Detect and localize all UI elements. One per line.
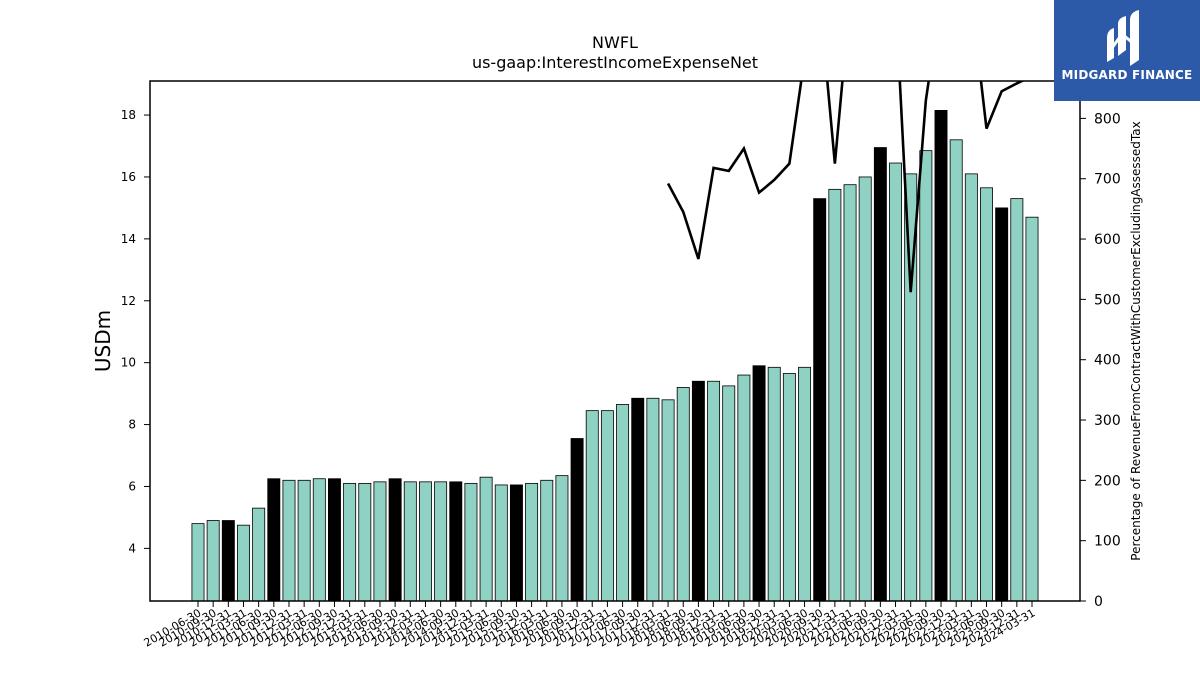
bar xyxy=(434,481,448,602)
bar xyxy=(418,481,432,602)
y2-tick-label: 300 xyxy=(1094,413,1121,429)
bar xyxy=(919,150,933,602)
y-tick-label: 10 xyxy=(121,356,136,370)
y-tick-label: 6 xyxy=(128,479,136,493)
bar xyxy=(206,520,220,602)
bar xyxy=(646,397,660,602)
bar xyxy=(964,173,978,602)
chart-title: NWFL xyxy=(592,33,638,52)
plot-frame xyxy=(149,80,1081,602)
bar xyxy=(600,410,614,602)
bar xyxy=(221,520,235,602)
bar xyxy=(494,484,508,602)
bar xyxy=(661,399,675,602)
bar xyxy=(934,110,948,602)
bar xyxy=(980,187,993,602)
bar xyxy=(843,184,857,602)
y2-tick-label: 400 xyxy=(1094,353,1121,369)
bar xyxy=(312,478,326,602)
line-path xyxy=(666,81,1025,293)
bar xyxy=(267,478,281,602)
bar xyxy=(540,479,554,602)
bar xyxy=(828,188,842,602)
bar xyxy=(570,438,584,602)
bar xyxy=(631,397,645,602)
bar-series xyxy=(191,110,1039,602)
bar xyxy=(676,387,690,602)
bar xyxy=(297,479,311,602)
y-axis-left: 4 6 8 10 12 14 16 18 xyxy=(121,108,150,555)
bar xyxy=(813,198,827,602)
y-tick-label: 8 xyxy=(128,418,136,432)
bar xyxy=(1010,198,1024,602)
bar xyxy=(616,404,630,602)
y-tick-label: 18 xyxy=(121,108,136,122)
y2-tick-label: 500 xyxy=(1094,292,1121,308)
bar xyxy=(1025,216,1039,602)
bar xyxy=(449,481,463,602)
logo-text: MIDGARD FINANCE xyxy=(1061,68,1193,82)
y2-tick-label: 0 xyxy=(1094,594,1103,610)
bar xyxy=(889,162,902,602)
bar xyxy=(509,484,523,602)
bar xyxy=(282,479,296,602)
y-tick-label: 12 xyxy=(121,294,136,308)
bar xyxy=(782,373,796,602)
bar xyxy=(403,481,417,602)
midgard-finance-logo: MIDGARD FINANCE xyxy=(1054,0,1200,101)
bar xyxy=(707,380,721,602)
bar xyxy=(388,478,402,602)
y-tick-label: 16 xyxy=(121,170,136,184)
bar xyxy=(252,507,266,602)
y-tick-label: 14 xyxy=(121,232,136,246)
bar xyxy=(585,410,599,602)
bar xyxy=(343,482,357,602)
y2-tick-label: 100 xyxy=(1094,534,1121,550)
bar xyxy=(691,380,705,602)
bar xyxy=(798,366,812,602)
line-series xyxy=(666,81,1025,293)
bar xyxy=(479,476,493,602)
bar xyxy=(373,481,387,602)
bar xyxy=(737,374,751,602)
chart-subtitle: us-gaap:InterestIncomeExpenseNet xyxy=(472,53,758,72)
bar xyxy=(722,385,736,602)
bar xyxy=(328,478,341,602)
bar xyxy=(358,482,372,602)
bar xyxy=(555,475,569,602)
y-tick-label: 4 xyxy=(128,541,136,555)
bar xyxy=(191,523,205,602)
bar xyxy=(858,176,872,602)
y2-axis-label: Percentage of RevenueFromContractWithCus… xyxy=(1129,121,1143,560)
logo-mark-icon xyxy=(1107,10,1139,66)
bar xyxy=(949,139,963,602)
y-axis-right: 0 100 200 300 400 500 600 700 800 xyxy=(1080,111,1121,610)
bar xyxy=(767,366,781,602)
y2-tick-label: 200 xyxy=(1094,473,1121,489)
y2-tick-label: 600 xyxy=(1094,232,1121,248)
bar xyxy=(752,365,766,602)
bar xyxy=(237,524,250,602)
bar xyxy=(525,482,539,602)
bar xyxy=(873,147,887,602)
x-axis: 2010-06-302010-09-302010-12-312011-03-31… xyxy=(142,601,1038,650)
y2-tick-label: 700 xyxy=(1094,172,1121,188)
y-axis-label: USDm xyxy=(91,310,115,372)
y2-tick-label: 800 xyxy=(1094,111,1121,127)
bar xyxy=(995,207,1009,602)
bar xyxy=(464,482,478,602)
